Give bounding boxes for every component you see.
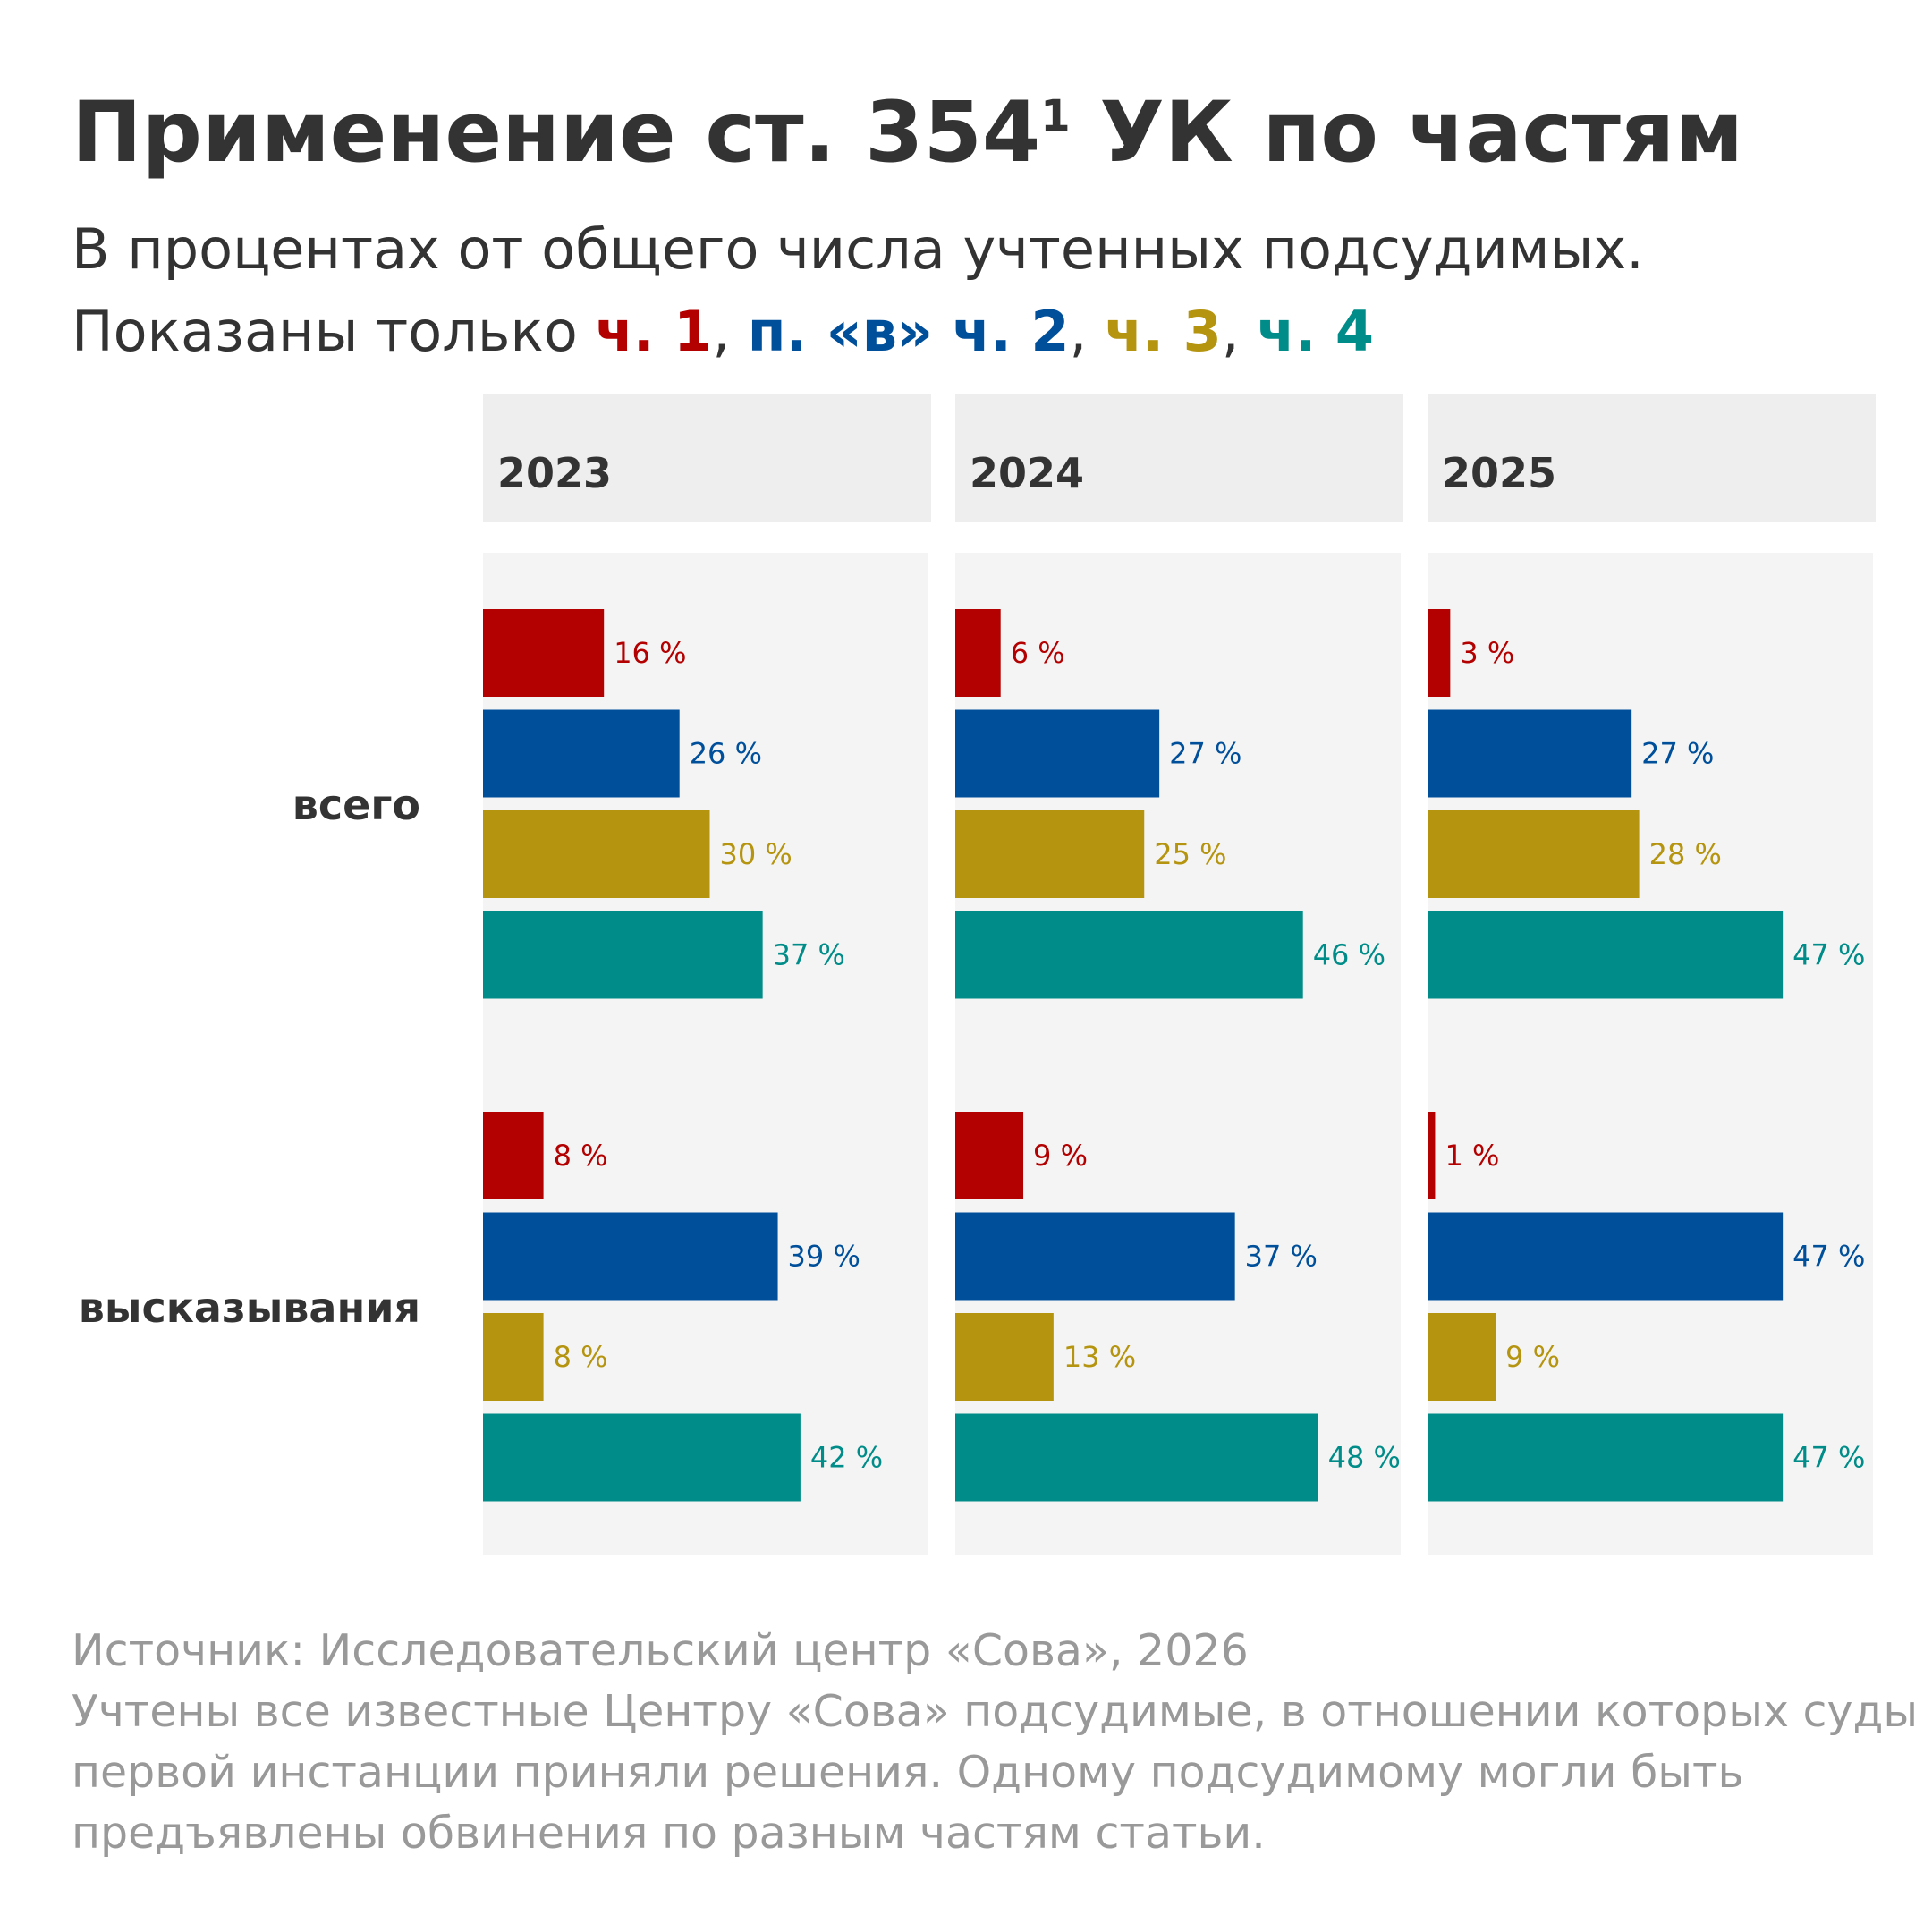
bar-value-label: 47 % (1792, 938, 1865, 972)
footnote: Учтены все известные Центру «Сова» подсу… (72, 1682, 1918, 1864)
bar-value-label: 9 % (1033, 1139, 1088, 1173)
bar (1428, 709, 1632, 798)
title-main: Применение ст. 354 (72, 84, 1041, 182)
bar (955, 911, 1303, 999)
legend-separator: , (712, 299, 748, 364)
footnote-line: предъявлены обвинения по разным частям с… (72, 1808, 1266, 1859)
bar (955, 709, 1160, 798)
bar (483, 1413, 801, 1502)
bar (1428, 609, 1451, 697)
panel-header (1428, 394, 1876, 522)
bar (483, 1313, 544, 1401)
bar-value-label: 48 % (1328, 1441, 1401, 1475)
bar-value-label: 37 % (1245, 1240, 1318, 1274)
panel-year-label: 2025 (1442, 449, 1556, 497)
bar-value-label: 37 % (773, 938, 845, 972)
chart-title: Применение ст. 3541 УК по частям (72, 84, 1744, 182)
bar-value-label: 47 % (1792, 1240, 1865, 1274)
bar (955, 1212, 1235, 1301)
bar-value-label: 8 % (554, 1139, 608, 1173)
bar-value-label: 27 % (1169, 737, 1241, 771)
bar-value-label: 26 % (690, 737, 762, 771)
bar-value-label: 9 % (1505, 1340, 1560, 1374)
bar (1428, 810, 1640, 898)
panel-year-label: 2024 (970, 449, 1084, 497)
bar-value-label: 47 % (1792, 1441, 1865, 1475)
bar (955, 1313, 1054, 1401)
bar (1428, 1313, 1496, 1401)
row-label: всего (292, 781, 420, 829)
legend-separator: , (1069, 299, 1105, 364)
bar (483, 609, 605, 697)
bar (955, 1112, 1024, 1199)
bar-value-label: 46 % (1313, 938, 1385, 972)
legend-separator: , (1221, 299, 1258, 364)
legend-part-2: п. «в» ч. 2 (747, 299, 1070, 364)
legend-part-1: ч. 1 (595, 299, 713, 364)
bar (483, 911, 763, 999)
bar (1428, 1112, 1436, 1199)
source-note: Источник: Исследовательский центр «Сова»… (72, 1625, 1249, 1676)
title-superscript: 1 (1040, 91, 1071, 141)
panel-background (955, 553, 1401, 1555)
panel-header (483, 394, 931, 522)
bar-value-label: 27 % (1641, 737, 1714, 771)
bar-value-label: 8 % (554, 1340, 608, 1374)
bar-value-label: 1 % (1445, 1139, 1499, 1173)
bar (483, 709, 680, 798)
title-rest: УК по частям (1070, 84, 1744, 182)
bar-value-label: 6 % (1011, 636, 1065, 670)
footnote-line: первой инстанции приняли решения. Одному… (72, 1747, 1744, 1798)
panel-background (483, 553, 928, 1555)
panel-header (955, 394, 1403, 522)
row-label: высказывания (79, 1284, 420, 1332)
legend-part-4: ч. 4 (1257, 299, 1375, 364)
bar (955, 1413, 1318, 1502)
subtitle-prefix: Показаны только (72, 299, 596, 364)
bar-value-label: 30 % (720, 837, 792, 871)
panel-year-label: 2023 (497, 449, 612, 497)
subtitle-line-1: В процентах от общего числа учтенных под… (72, 216, 1644, 282)
legend-part-3: ч. 3 (1104, 299, 1222, 364)
bar (483, 810, 710, 898)
subtitle-line-2: Показаны только ч. 1, п. «в» ч. 2, ч. 3,… (72, 299, 1374, 365)
bar-value-label: 42 % (810, 1441, 883, 1475)
bar (955, 810, 1145, 898)
bar (1428, 1212, 1784, 1301)
footnote-line: Учтены все известные Центру «Сова» подсу… (72, 1686, 1919, 1737)
bar (483, 1212, 778, 1301)
bar-value-label: 13 % (1063, 1340, 1136, 1374)
bar (1428, 1413, 1784, 1502)
bar-value-label: 28 % (1649, 837, 1722, 871)
bar (1428, 911, 1784, 999)
bar-value-label: 16 % (614, 636, 686, 670)
bar (955, 609, 1001, 697)
bar (483, 1112, 544, 1199)
bar-value-label: 39 % (788, 1240, 860, 1274)
bar-value-label: 3 % (1460, 636, 1514, 670)
panel-background (1428, 553, 1873, 1555)
bar-value-label: 25 % (1154, 837, 1226, 871)
